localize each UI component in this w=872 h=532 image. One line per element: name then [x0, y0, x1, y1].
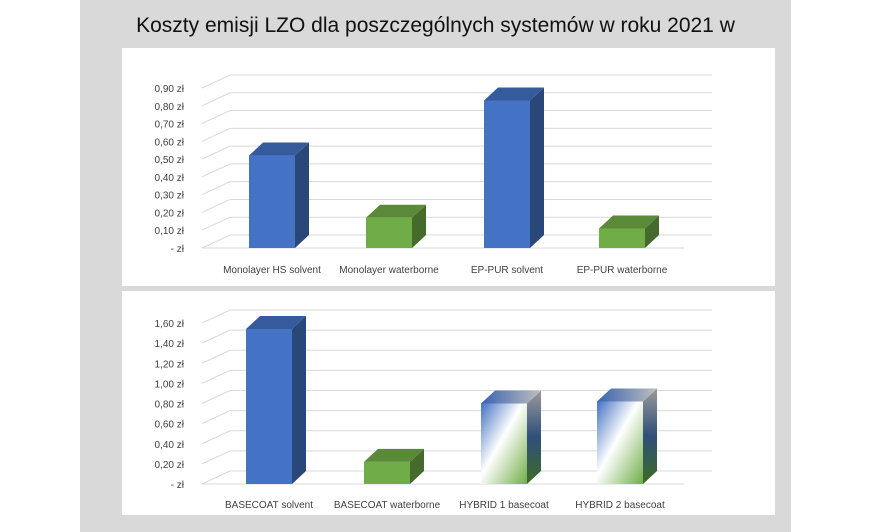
gridline — [201, 369, 712, 384]
gridline — [201, 110, 712, 125]
gridline — [201, 390, 712, 404]
y-tick-label: 0,80 zł — [155, 102, 185, 113]
gridline — [201, 329, 712, 344]
y-tick-label: 0,20 zł — [155, 208, 185, 219]
gridline — [201, 127, 712, 142]
y-tick-label: - zł — [171, 244, 185, 255]
y-tick-label: 0,50 zł — [155, 155, 185, 166]
x-category-label: HYBRID 1 basecoat — [459, 500, 549, 511]
bar — [599, 215, 659, 248]
bar — [364, 448, 424, 484]
x-category-label: Monolayer HS solvent — [223, 265, 321, 276]
gridline — [201, 309, 712, 324]
gridline — [201, 430, 712, 445]
bar — [484, 87, 544, 248]
y-tick-label: 0,10 zł — [155, 226, 185, 237]
gridline — [201, 181, 712, 196]
gridline — [201, 74, 712, 89]
gridline — [201, 470, 712, 485]
gridline — [201, 450, 712, 465]
y-tick-label: 1,60 zł — [155, 319, 185, 330]
y-tick-label: 0,90 zł — [155, 84, 185, 95]
gridline — [201, 216, 712, 231]
bar — [246, 316, 306, 484]
x-category-label: EP-PUR solvent — [471, 265, 543, 276]
gridline — [201, 198, 712, 213]
gridline — [201, 163, 712, 178]
chart-panel-top: - zł 0,10 zł 0,20 zł 0,30 zł 0,40 zł 0,50 zł 0… — [122, 48, 775, 286]
y-tick-label: 1,20 zł — [155, 359, 185, 370]
chart-title: Koszty emisji LZO dla poszczególnych sys… — [136, 14, 735, 37]
x-category-label: BASECOAT waterborne — [334, 500, 441, 511]
y-tick-label: 1,40 zł — [155, 339, 185, 350]
gridline — [201, 234, 712, 249]
chart-panel-bottom: - zł 0,20 zł 0,40 zł 0,60 zł 0,80 zł 1,00 zł 1… — [122, 291, 775, 515]
x-category-label: Monolayer waterborne — [339, 265, 439, 276]
y-tick-label: 0,80 zł — [155, 400, 185, 411]
bar-chart-top: - zł 0,10 zł 0,20 zł 0,30 zł 0,40 zł 0,50 zł 0… — [155, 74, 712, 276]
bar — [481, 390, 541, 484]
gridline — [201, 92, 712, 107]
bar — [249, 142, 309, 248]
gridline — [201, 410, 712, 425]
y-tick-label: 0,60 zł — [155, 420, 185, 431]
gridline — [201, 145, 712, 160]
y-tick-label: 1,00 zł — [155, 379, 185, 390]
bar-chart-bottom: - zł 0,20 zł 0,40 zł 0,60 zł 0,80 zł 1,00 zł 1… — [155, 309, 712, 511]
gridline — [201, 349, 712, 364]
x-category-label: EP-PUR waterborne — [577, 265, 668, 276]
bar — [366, 204, 426, 248]
y-tick-label: 0,40 zł — [155, 173, 185, 184]
y-tick-label: 0,30 zł — [155, 191, 185, 202]
x-category-label: BASECOAT solvent — [225, 500, 313, 511]
bar — [597, 388, 657, 484]
y-tick-label: - zł — [171, 480, 185, 491]
x-category-label: HYBRID 2 basecoat — [575, 500, 665, 511]
y-tick-label: 0,40 zł — [155, 440, 185, 451]
y-tick-label: 0,70 zł — [155, 120, 185, 131]
y-tick-label: 0,20 zł — [155, 460, 185, 471]
y-tick-label: 0,60 zł — [155, 137, 185, 148]
